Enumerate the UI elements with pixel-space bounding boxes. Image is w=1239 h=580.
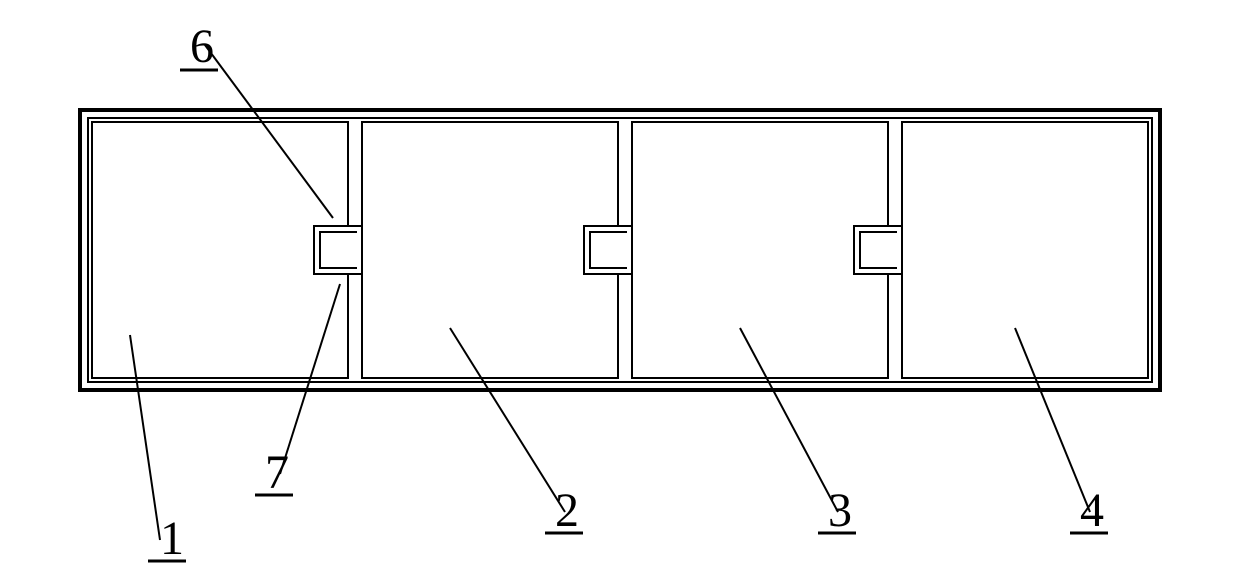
tab-mask (347, 226, 363, 274)
diagram-svg: 6 7 1 2 3 4 (0, 0, 1239, 580)
callout-2: 2 (450, 328, 583, 537)
tab-mask (617, 226, 633, 274)
tab-mask (887, 226, 903, 274)
leader-3 (740, 328, 838, 512)
label-1: 1 (160, 512, 184, 565)
partition-tab-3 (854, 122, 903, 378)
label-2: 2 (555, 484, 579, 537)
leader-4 (1015, 328, 1090, 512)
partition-tab-2 (584, 122, 633, 378)
cell-2 (362, 122, 618, 378)
label-6: 6 (190, 20, 214, 73)
callout-4: 4 (1015, 328, 1108, 537)
leader-2 (450, 328, 565, 512)
label-7: 7 (265, 446, 289, 499)
leader-6 (205, 45, 333, 218)
cell-4 (902, 122, 1148, 378)
partition-tab-1 (314, 122, 363, 378)
label-3: 3 (828, 484, 852, 537)
leader-1 (130, 335, 160, 540)
callout-1: 1 (130, 335, 186, 565)
callout-3: 3 (740, 328, 856, 537)
label-4: 4 (1080, 484, 1104, 537)
cell-3 (632, 122, 888, 378)
